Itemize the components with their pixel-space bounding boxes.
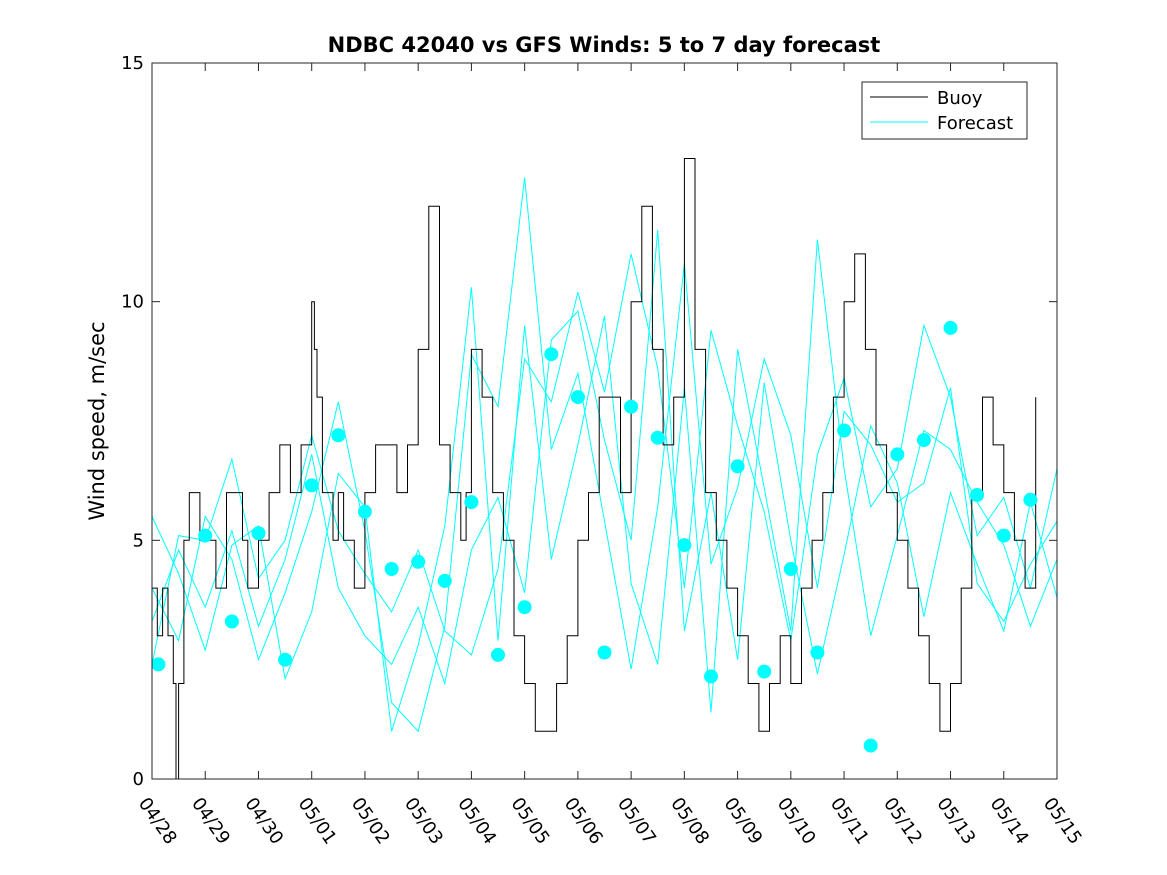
forecast-marker-point	[224, 614, 239, 629]
forecast-marker-point	[198, 528, 213, 543]
plot-frame	[151, 62, 1058, 780]
forecast-run-line-3	[151, 177, 1058, 733]
forecast-marker-point	[863, 738, 878, 753]
forecast-marker-point	[916, 433, 931, 448]
forecast-marker-point	[597, 645, 612, 660]
forecast-run-line-1	[151, 253, 1058, 665]
legend: Buoy Forecast	[861, 81, 1028, 140]
forecast-marker-point	[837, 423, 852, 438]
forecast-marker-point	[730, 459, 745, 474]
buoy-line	[152, 158, 1037, 780]
forecast-marker-point	[517, 600, 532, 615]
legend-box	[861, 81, 1028, 140]
forecast-marker-point	[437, 573, 452, 588]
forecast-marker-point	[970, 488, 985, 502]
y-axis: 0 5 10 15	[121, 53, 1057, 790]
forecast-marker-point	[1023, 492, 1038, 507]
forecast-marker-point	[570, 390, 585, 405]
forecast-marker-point	[491, 647, 505, 662]
forecast-marker-point	[384, 562, 399, 576]
forecast-marker-point	[251, 526, 266, 541]
forecast-marker-point	[331, 428, 346, 443]
forecast-marker-point	[783, 562, 798, 576]
forecast-marker-point	[411, 554, 426, 569]
forecast-marker-point	[704, 669, 718, 684]
forecast-marker-point	[810, 645, 825, 660]
forecast-marker-point	[677, 538, 692, 553]
y-tick-label: 0	[133, 769, 144, 790]
forecast-marker-point	[757, 664, 772, 679]
forecast-run-line-2	[151, 230, 1058, 686]
y-tick-label: 15	[121, 53, 144, 74]
y-tick-label: 10	[121, 292, 144, 313]
y-axis-label: Wind speed, m/sec	[85, 321, 109, 520]
forecast-markers	[151, 320, 1038, 753]
forecast-marker-point	[278, 652, 293, 667]
legend-forecast-label: Forecast	[937, 113, 1013, 134]
forecast-marker-point	[943, 320, 958, 335]
chart-title: NDBC 42040 vs GFS Winds: 5 to 7 day fore…	[328, 33, 881, 57]
y-tick-label: 5	[133, 530, 144, 551]
forecast-run-line-4	[151, 239, 1058, 732]
forecast-lines	[151, 177, 1058, 733]
forecast-marker-point	[544, 347, 559, 362]
forecast-marker-point	[650, 430, 665, 445]
forecast-marker-point	[464, 495, 479, 510]
forecast-marker-point	[151, 657, 166, 672]
forecast-marker-point	[996, 528, 1011, 543]
forecast-marker-point	[624, 399, 639, 414]
buoy-series-line	[152, 158, 1037, 780]
legend-buoy-label: Buoy	[937, 88, 983, 109]
forecast-marker-point	[357, 504, 372, 519]
plot-area	[151, 63, 1058, 780]
forecast-marker-point	[304, 478, 319, 493]
forecast-marker-point	[890, 447, 905, 462]
